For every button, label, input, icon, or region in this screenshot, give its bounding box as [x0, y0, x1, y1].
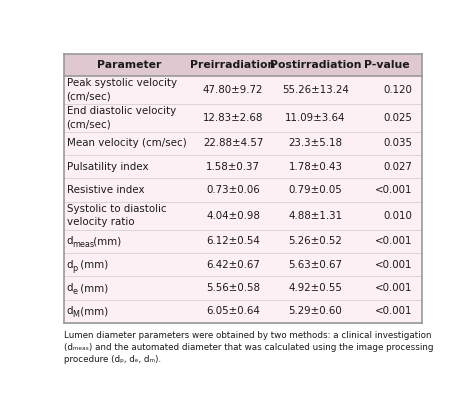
Bar	[64, 132, 422, 155]
Text: d: d	[66, 306, 73, 316]
Text: meas: meas	[73, 240, 95, 249]
Text: e: e	[73, 287, 77, 296]
Text: Systolic to diastolic
velocity ratio: Systolic to diastolic velocity ratio	[66, 204, 166, 227]
Bar	[64, 155, 422, 178]
Text: d: d	[66, 283, 73, 293]
Text: 5.29±0.60: 5.29±0.60	[289, 306, 342, 316]
Text: 4.88±1.31: 4.88±1.31	[289, 211, 343, 221]
Text: 5.56±0.58: 5.56±0.58	[206, 283, 260, 293]
Text: 0.035: 0.035	[383, 138, 412, 148]
Text: 6.05±0.64: 6.05±0.64	[206, 306, 260, 316]
Text: (mm): (mm)	[77, 283, 108, 293]
Bar	[64, 230, 422, 253]
Text: <0.001: <0.001	[374, 260, 412, 270]
Text: d: d	[66, 237, 73, 247]
Text: 0.79±0.05: 0.79±0.05	[289, 185, 342, 195]
Text: 22.88±4.57: 22.88±4.57	[203, 138, 263, 148]
Text: 6.12±0.54: 6.12±0.54	[206, 237, 260, 247]
Text: 5.26±0.52: 5.26±0.52	[289, 237, 342, 247]
Text: 4.04±0.98: 4.04±0.98	[206, 211, 260, 221]
Text: Parameter: Parameter	[97, 60, 161, 70]
Text: <0.001: <0.001	[374, 185, 412, 195]
Bar	[64, 55, 422, 76]
Text: End diastolic velocity
(cm/sec): End diastolic velocity (cm/sec)	[66, 106, 176, 129]
Text: 0.010: 0.010	[383, 211, 412, 221]
Text: 12.83±2.68: 12.83±2.68	[203, 113, 263, 123]
Text: 6.42±0.67: 6.42±0.67	[206, 260, 260, 270]
Text: p: p	[73, 264, 78, 273]
Text: P-value: P-value	[365, 60, 410, 70]
Text: 0.027: 0.027	[383, 162, 412, 172]
Bar	[64, 104, 422, 132]
Text: 23.3±5.18: 23.3±5.18	[289, 138, 343, 148]
Text: Postirradiation: Postirradiation	[270, 60, 361, 70]
Bar	[64, 276, 422, 300]
Text: 0.120: 0.120	[383, 85, 412, 95]
Text: 47.80±9.72: 47.80±9.72	[203, 85, 263, 95]
Text: Mean velocity (cm/sec): Mean velocity (cm/sec)	[66, 138, 186, 148]
Text: 55.26±13.24: 55.26±13.24	[282, 85, 349, 95]
Bar	[64, 178, 422, 202]
Text: M: M	[73, 311, 80, 319]
Text: Peak systolic velocity
(cm/sec): Peak systolic velocity (cm/sec)	[66, 78, 177, 101]
Text: (mm): (mm)	[77, 306, 108, 316]
Text: Resistive index: Resistive index	[66, 185, 144, 195]
Text: 1.58±0.37: 1.58±0.37	[206, 162, 260, 172]
Bar	[64, 300, 422, 323]
Text: <0.001: <0.001	[374, 237, 412, 247]
Text: Pulsatility index: Pulsatility index	[66, 162, 148, 172]
Bar	[64, 253, 422, 276]
Text: <0.001: <0.001	[374, 306, 412, 316]
Text: 1.78±0.43: 1.78±0.43	[289, 162, 343, 172]
Bar	[64, 202, 422, 230]
Text: (mm): (mm)	[90, 237, 121, 247]
Text: Preirradiation: Preirradiation	[191, 60, 276, 70]
Text: d: d	[66, 260, 73, 270]
Text: <0.001: <0.001	[374, 283, 412, 293]
Text: 4.92±0.55: 4.92±0.55	[289, 283, 343, 293]
Text: 11.09±3.64: 11.09±3.64	[285, 113, 346, 123]
Text: (mm): (mm)	[77, 260, 108, 270]
Text: 0.73±0.06: 0.73±0.06	[206, 185, 260, 195]
Bar	[64, 76, 422, 104]
Text: 5.63±0.67: 5.63±0.67	[289, 260, 343, 270]
Text: 0.025: 0.025	[383, 113, 412, 123]
Text: Lumen diameter parameters were obtained by two methods: a clinical investigation: Lumen diameter parameters were obtained …	[64, 331, 433, 364]
